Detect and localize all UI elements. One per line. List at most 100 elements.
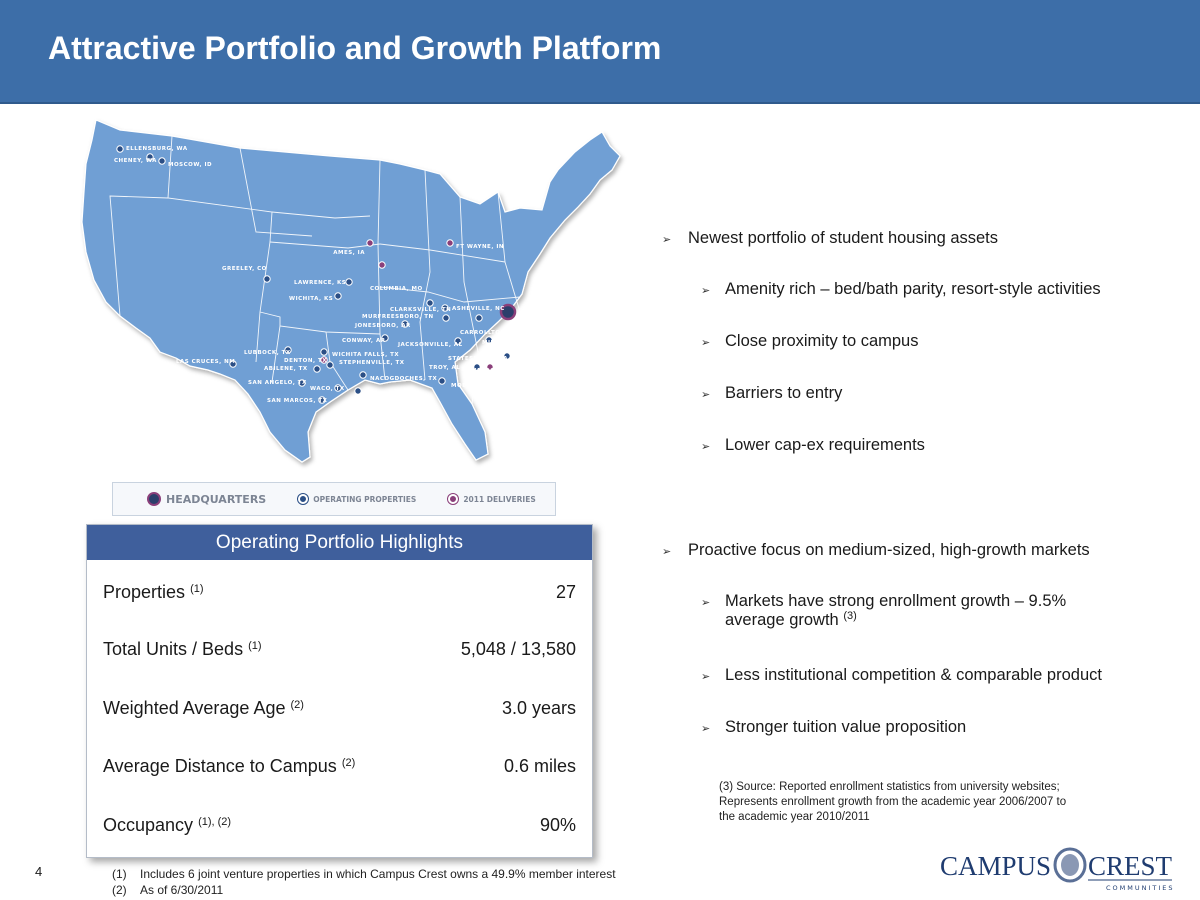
city-marker: [503, 352, 511, 360]
city-label: STEPHENVILLE, TX: [339, 360, 405, 366]
city-label: LUBBOCK, TX: [244, 350, 291, 356]
city-label: MOSCOW, ID: [168, 162, 212, 168]
row-label: Total Units / Beds (1): [103, 639, 262, 659]
city-label: WICHITA, KS: [289, 296, 333, 302]
footnote: (1) Includes 6 joint venture properties i…: [112, 867, 616, 881]
city-marker: [438, 377, 446, 385]
city-label: STATESBORO, GA: [448, 356, 508, 362]
title-bar: Attractive Portfolio and Growth Platform: [0, 0, 1200, 104]
city-marker: [326, 361, 334, 369]
city-label: CLARKSVILLE, TN: [390, 307, 451, 313]
sub-bullet-item: ➢ Markets have strong enrollment growth …: [701, 592, 1067, 629]
city-marker: [320, 356, 328, 364]
city-label: HUNTSVILLE, TX: [366, 392, 424, 398]
map-legend: HEADQUARTERS OPERATING PROPERTIES 2011 D…: [112, 482, 556, 516]
source-note: (3) Source: Reported enrollment statisti…: [719, 781, 1067, 823]
city-label: LAWRENCE, KS: [294, 280, 346, 286]
legend-deliveries: 2011 DELIVERIES: [448, 494, 536, 504]
arrow-bullet-icon: ➢: [662, 546, 672, 558]
headquarters-marker-icon: [147, 492, 161, 506]
arrow-bullet-icon: ➢: [701, 723, 711, 735]
legend-operating: OPERATING PROPERTIES: [298, 494, 416, 504]
table-row: Total Units / Beds (1) 5,048 / 13,580: [103, 639, 576, 669]
city-label: AMES, IA: [333, 250, 365, 256]
arrow-bullet-icon: ➢: [701, 671, 711, 683]
row-label: Occupancy (1), (2): [103, 815, 232, 835]
arrow-bullet-icon: ➢: [701, 337, 711, 349]
city-label: WICHITA FALLS, TX: [332, 352, 399, 358]
city-label: ASHEVILLE, NC: [452, 306, 505, 312]
portfolio-highlights-table: Operating Portfolio Highlights Propertie…: [86, 524, 593, 858]
row-label: Average Distance to Campus (2): [103, 756, 356, 776]
city-label: LAS CRUCES, NM: [176, 359, 235, 365]
footnote: (2) As of 6/30/2011: [112, 883, 224, 897]
legend-deliveries-label: 2011 DELIVERIES: [463, 494, 536, 504]
city-label: COLUMBIA, MO: [370, 286, 423, 292]
table-row: Occupancy (1), (2) 90%: [103, 815, 576, 845]
city-marker: [485, 336, 493, 344]
city-marker: [263, 275, 271, 283]
city-marker: [334, 384, 342, 392]
city-marker: [334, 292, 342, 300]
table-header: Operating Portfolio Highlights: [87, 525, 592, 560]
row-value: 90%: [539, 815, 576, 835]
campus-crest-logo-icon: CAMPUS CREST COMMUNITIES: [940, 847, 1175, 892]
city-marker: [146, 153, 154, 161]
state-lines: [109, 135, 521, 405]
arrow-bullet-icon: ➢: [662, 234, 672, 246]
campus-crest-logo: CAMPUS CREST COMMUNITIES: [940, 845, 1175, 893]
legend-operating-label: OPERATING PROPERTIES: [313, 494, 417, 504]
table-row: Average Distance to Campus (2) 0.6 miles: [103, 756, 576, 786]
sub-bullet-item: ➢ Amenity rich – bed/bath parity, resort…: [701, 280, 1101, 298]
city-label: ELLENSBURG, WA: [126, 146, 188, 152]
city-marker: [229, 360, 237, 368]
city-label: MURFREESBORO, TN: [362, 314, 434, 320]
city-marker: [345, 278, 353, 286]
city-label: CARROLLTON, GA: [460, 330, 521, 336]
city-marker: [442, 314, 450, 322]
legend-headquarters-label: HEADQUARTERS: [166, 492, 267, 506]
city-label: MOBILE, AL: [451, 383, 491, 389]
city-marker: [381, 334, 389, 342]
city-marker: [378, 261, 386, 269]
city-marker: [313, 365, 321, 373]
bullet-item: ➢ Newest portfolio of student housing as…: [662, 229, 999, 247]
city-label: CHENEY, WA: [114, 158, 157, 164]
city-label: MILLEDGEVILLE, GA: [482, 340, 552, 346]
city-label: SAN ANGELO, TX: [248, 380, 307, 386]
city-marker: [318, 396, 326, 404]
legend-headquarters: HEADQUARTERS: [147, 492, 266, 506]
table-row: Properties (1) 27: [103, 582, 576, 612]
city-marker: [284, 346, 292, 354]
city-label: FT WAYNE, IN: [456, 244, 504, 250]
row-value: 3.0 years: [501, 698, 576, 718]
logo-subtitle: COMMUNITIES: [1106, 884, 1175, 892]
row-value: 5,048 / 13,580: [460, 639, 576, 659]
city-marker: [446, 239, 454, 247]
sub-bullet-item: ➢ Lower cap-ex requirements: [701, 436, 925, 454]
arrow-bullet-icon: ➢: [701, 597, 711, 609]
arrow-bullet-icon: ➢: [701, 441, 711, 453]
city-label: TROY, AL: [429, 365, 460, 371]
city-label: DENTON, TX: [284, 358, 327, 364]
us-map-land: [81, 119, 621, 463]
row-value: 0.6 miles: [503, 756, 576, 776]
city-label: CONWAY, AR: [342, 338, 386, 344]
sub-bullet-item: ➢ Stronger tuition value proposition: [701, 718, 967, 736]
logo-word-crest: CREST: [1088, 851, 1173, 881]
row-value: 27: [555, 582, 576, 602]
sub-bullet-item: ➢ Less institutional competition & compa…: [701, 666, 1102, 684]
slide-title: Attractive Portfolio and Growth Platform: [48, 30, 662, 66]
city-marker: [475, 314, 483, 322]
city-marker: [426, 299, 434, 307]
city-label: VALDOSTA, GA: [472, 368, 524, 374]
city-label: JONESBORO, AR: [354, 323, 411, 329]
delivery-marker-icon: [448, 494, 459, 504]
row-label: Properties (1): [103, 582, 204, 602]
city-marker: [473, 363, 481, 371]
city-marker: [354, 387, 362, 395]
city-label: WACO, TX: [310, 386, 345, 392]
us-map: ELLENSBURG, WA CHENEY, WA MOSCOW, ID GREELE…: [80, 112, 635, 482]
city-label: GREELEY, CO: [222, 266, 267, 272]
city-marker: [298, 379, 306, 387]
